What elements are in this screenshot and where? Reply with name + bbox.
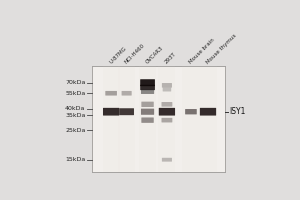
FancyBboxPatch shape	[141, 102, 154, 107]
FancyBboxPatch shape	[141, 109, 154, 115]
Text: ISY1: ISY1	[230, 107, 246, 116]
FancyBboxPatch shape	[140, 85, 155, 90]
FancyBboxPatch shape	[161, 118, 172, 122]
Text: OVCAR3: OVCAR3	[145, 45, 164, 65]
FancyBboxPatch shape	[161, 102, 172, 107]
Text: 35kDa: 35kDa	[65, 113, 85, 118]
Text: Mouse thymus: Mouse thymus	[205, 33, 237, 65]
FancyBboxPatch shape	[162, 83, 172, 88]
Text: 25kDa: 25kDa	[65, 128, 85, 133]
Bar	[118, 66, 135, 172]
FancyBboxPatch shape	[185, 109, 197, 114]
Text: 15kDa: 15kDa	[65, 157, 86, 162]
FancyBboxPatch shape	[162, 158, 172, 162]
Text: 70kDa: 70kDa	[65, 80, 85, 85]
Text: U-87MG: U-87MG	[108, 46, 128, 65]
Bar	[200, 66, 217, 172]
FancyBboxPatch shape	[140, 79, 155, 86]
Bar	[158, 66, 176, 172]
FancyBboxPatch shape	[163, 88, 171, 91]
FancyBboxPatch shape	[200, 108, 216, 116]
Text: 55kDa: 55kDa	[65, 91, 86, 96]
Bar	[139, 66, 156, 172]
Bar	[92, 66, 225, 172]
FancyBboxPatch shape	[103, 108, 119, 116]
Text: 40kDa: 40kDa	[65, 106, 85, 111]
Text: 293T: 293T	[164, 52, 177, 65]
Text: Mouse brain: Mouse brain	[188, 37, 216, 65]
FancyBboxPatch shape	[141, 117, 154, 123]
FancyBboxPatch shape	[105, 91, 117, 96]
FancyBboxPatch shape	[141, 89, 154, 94]
FancyBboxPatch shape	[159, 108, 175, 116]
FancyBboxPatch shape	[119, 108, 134, 115]
FancyBboxPatch shape	[122, 91, 132, 96]
Text: NCI-H460: NCI-H460	[124, 43, 146, 65]
Bar	[103, 66, 120, 172]
Bar	[182, 66, 200, 172]
